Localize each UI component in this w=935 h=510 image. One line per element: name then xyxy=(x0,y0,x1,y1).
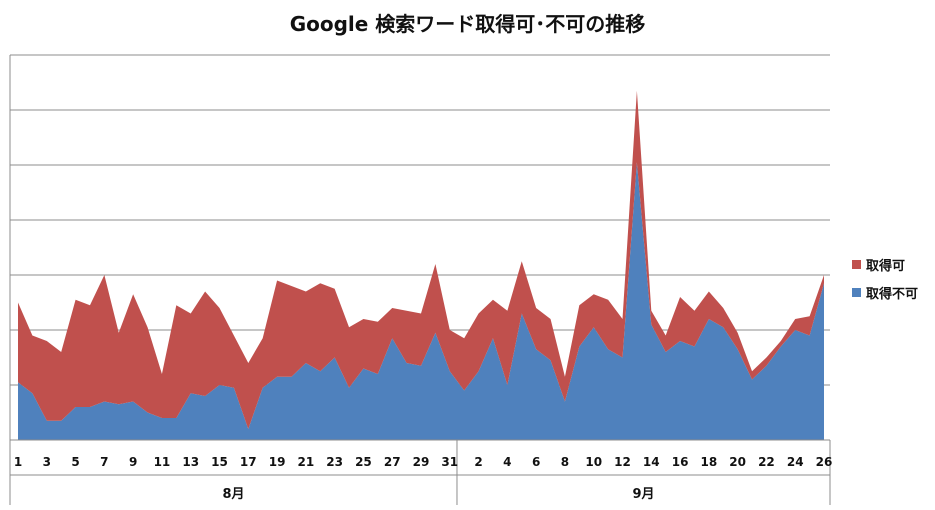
legend-swatch-unavailable xyxy=(852,287,861,297)
chart-title: Google 検索ワード取得可･不可の推移 xyxy=(289,12,646,36)
x-tick-label: 6 xyxy=(532,455,540,469)
legend-item-available: 取得可 xyxy=(852,250,918,278)
x-tick-label: 17 xyxy=(240,455,257,469)
area-series-unavailable xyxy=(18,162,824,440)
x-tick-label: 14 xyxy=(643,455,660,469)
x-tick-label: 15 xyxy=(211,455,228,469)
x-tick-label: 11 xyxy=(154,455,171,469)
x-tick-label: 24 xyxy=(787,455,804,469)
x-tick-label: 31 xyxy=(441,455,458,469)
x-tick-label: 5 xyxy=(71,455,79,469)
legend-item-unavailable: 取得不可 xyxy=(852,278,918,306)
x-tick-label: 2 xyxy=(474,455,482,469)
x-tick-label: 20 xyxy=(729,455,746,469)
x-tick-label: 22 xyxy=(758,455,775,469)
legend-label-available: 取得可 xyxy=(866,258,906,274)
legend-swatch-available xyxy=(852,259,861,269)
x-tick-label: 10 xyxy=(585,455,602,469)
x-tick-label: 23 xyxy=(326,455,343,469)
x-tick-label: 4 xyxy=(503,455,511,469)
x-tick-label: 8 xyxy=(561,455,569,469)
x-tick-label: 13 xyxy=(182,455,199,469)
x-tick-label: 26 xyxy=(816,455,833,469)
month-group-label: 9月 xyxy=(632,487,654,502)
legend-label-unavailable: 取得不可 xyxy=(866,286,919,302)
x-tick-label: 29 xyxy=(413,455,430,469)
x-tick-label: 12 xyxy=(614,455,631,469)
x-tick-label: 16 xyxy=(672,455,689,469)
x-tick-label: 1 xyxy=(14,455,22,469)
area-series-available xyxy=(18,90,824,429)
month-group-label: 8月 xyxy=(222,487,244,502)
x-tick-label: 3 xyxy=(43,455,51,469)
x-tick-label: 9 xyxy=(129,455,137,469)
x-tick-label: 7 xyxy=(100,455,108,469)
x-tick-label: 19 xyxy=(269,455,286,469)
legend: 取得可 取得不可 xyxy=(852,250,918,306)
x-tick-label: 27 xyxy=(384,455,401,469)
x-tick-label: 18 xyxy=(701,455,718,469)
x-tick-label: 21 xyxy=(298,455,315,469)
x-tick-label: 25 xyxy=(355,455,372,469)
